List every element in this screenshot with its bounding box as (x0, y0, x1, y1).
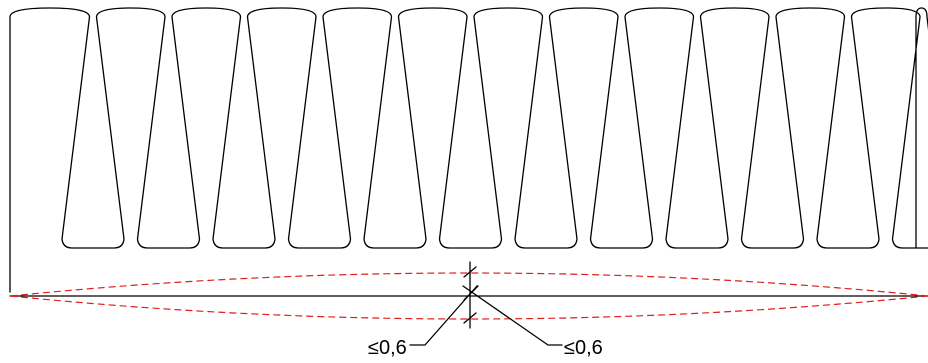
heatsink-outline (9, 7, 928, 293)
flatness-label-left: ≤0,6 (368, 337, 407, 359)
tolerance-envelope-upper (9, 272, 928, 297)
leader-line-right (462, 285, 563, 346)
flatness-callout-left: ≤0,6 (368, 285, 478, 359)
flatness-label-right: ≤0,6 (564, 337, 603, 359)
flatness-callout-right: ≤0,6 (462, 285, 603, 359)
tolerance-envelope-lower (9, 295, 928, 320)
leader-line-left (409, 285, 478, 346)
